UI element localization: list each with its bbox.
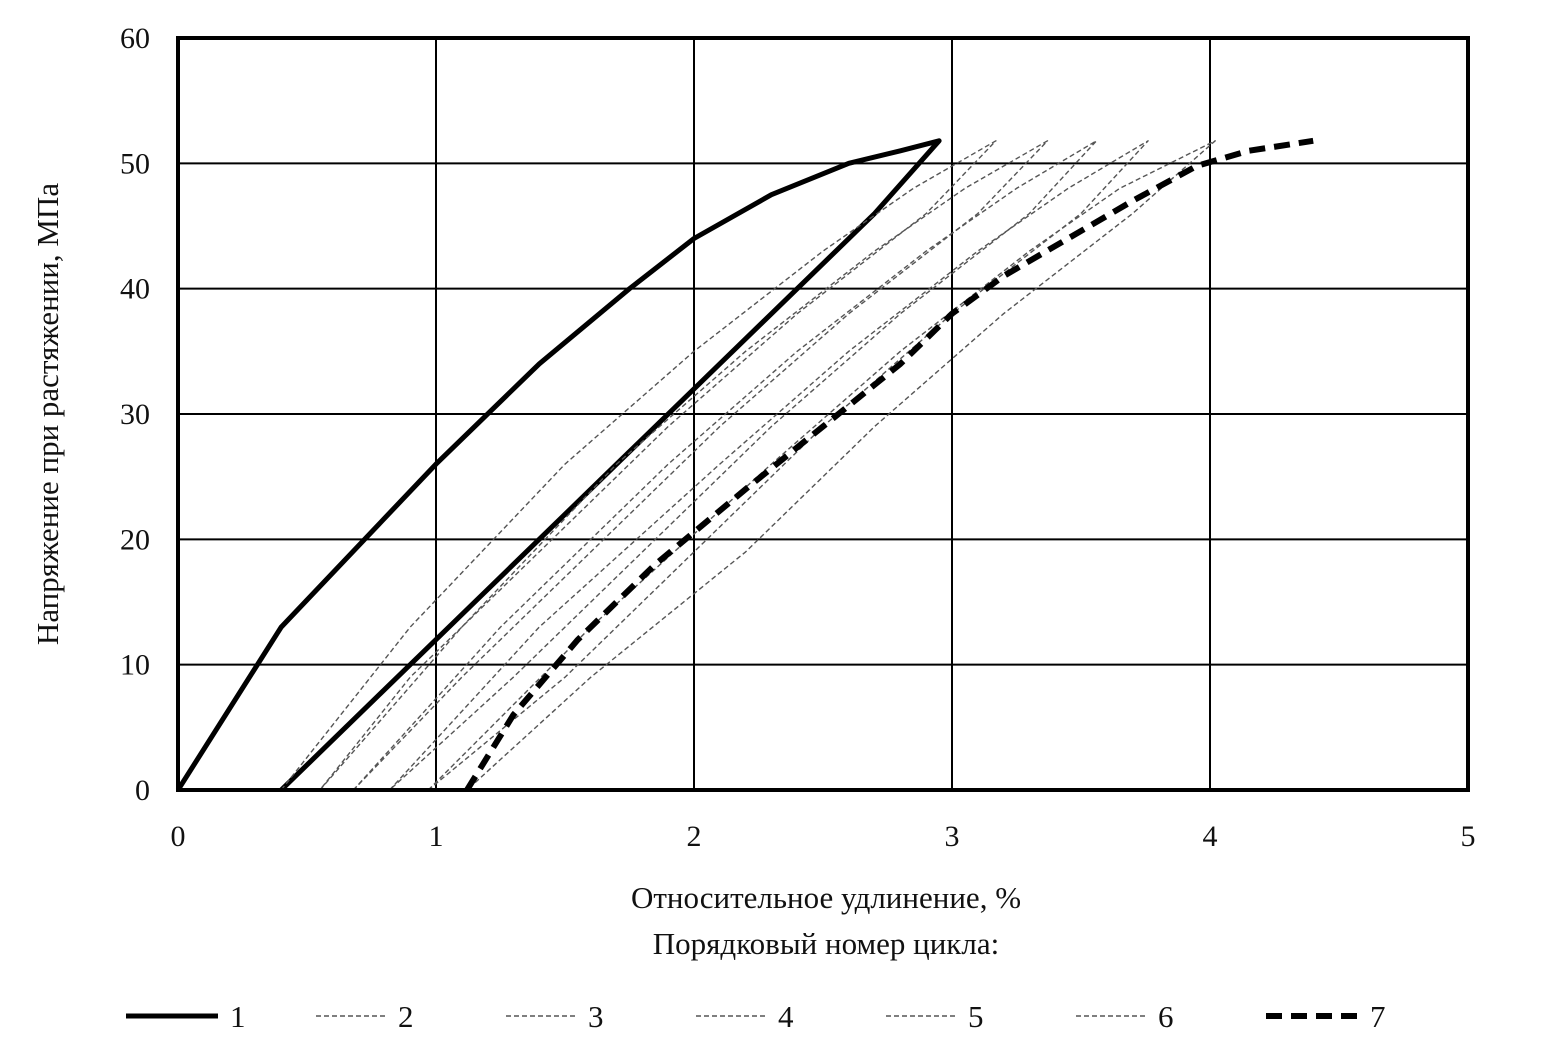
series-layer (175, 137, 1314, 792)
y-tick-label: 20 (120, 523, 150, 556)
legend: 1 2 3 4 5 6 7 (126, 999, 1386, 1034)
series-line-4 (352, 140, 1098, 791)
legend-title: Порядковый номер цикла: (653, 926, 999, 961)
plot-frame (176, 36, 1470, 792)
series-line-1 (175, 138, 942, 792)
y-tick-label: 40 (120, 273, 150, 306)
x-axis-title: Относительное удлинение, % (631, 880, 1021, 915)
x-tick-label: 5 (1461, 820, 1476, 853)
legend-label-2: 2 (398, 999, 414, 1034)
series-line-3 (319, 140, 1049, 791)
x-tick-labels: 0 1 2 3 4 5 (171, 820, 1476, 853)
y-tick-label: 30 (120, 398, 150, 431)
y-tick-label: 10 (120, 649, 150, 682)
y-tick-label: 60 (120, 22, 150, 55)
legend-label-5: 5 (968, 999, 984, 1034)
x-tick-label: 2 (687, 820, 702, 853)
grid-lines (178, 38, 1468, 790)
legend-label-4: 4 (778, 999, 794, 1034)
series-line-5 (389, 140, 1149, 791)
y-tick-label: 50 (120, 147, 150, 180)
x-tick-label: 0 (171, 820, 186, 853)
series-line-2 (280, 140, 997, 791)
x-tick-label: 3 (945, 820, 960, 853)
y-tick-label: 0 (135, 774, 150, 807)
y-tick-labels: 0 10 20 30 40 50 60 (120, 22, 150, 807)
x-tick-label: 4 (1203, 820, 1218, 853)
legend-label-6: 6 (1158, 999, 1174, 1034)
series-line-7 (464, 137, 1314, 792)
legend-label-3: 3 (588, 999, 604, 1034)
legend-label-7: 7 (1370, 999, 1386, 1034)
x-tick-label: 1 (429, 820, 444, 853)
y-axis-title: Напряжение при растяжении, МПа (30, 183, 65, 645)
series-line-6 (427, 140, 1216, 791)
legend-label-1: 1 (230, 999, 246, 1034)
